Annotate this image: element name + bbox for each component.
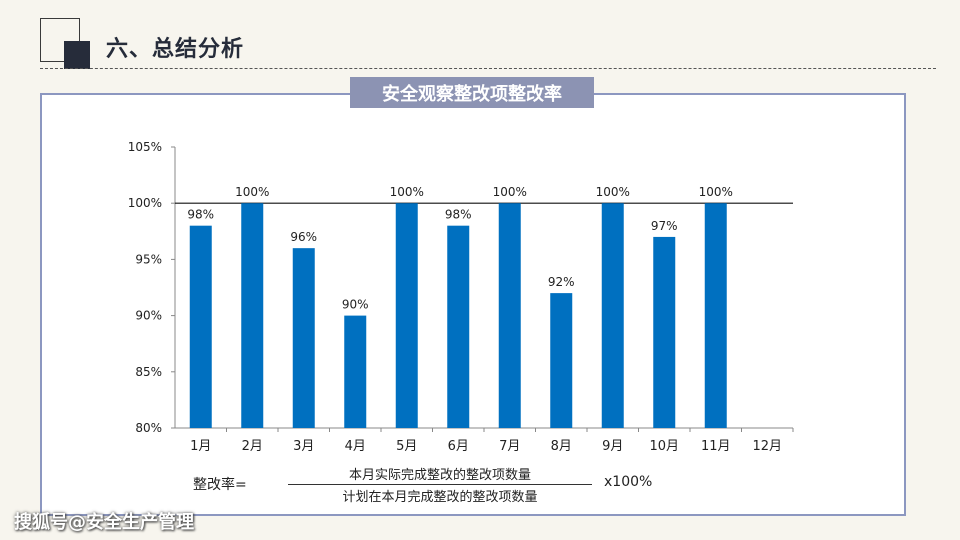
data-label: 96%	[290, 230, 317, 244]
data-label: 100%	[699, 185, 733, 199]
formula-label: 整改率=	[193, 477, 247, 493]
y-tick-label: 100%	[128, 196, 162, 210]
bar	[601, 203, 624, 428]
x-tick-label: 12月	[752, 439, 782, 454]
bar	[292, 248, 315, 428]
formula-multiplier: x100%	[604, 474, 653, 490]
bar	[241, 203, 264, 428]
data-label: 98%	[187, 208, 214, 222]
bar	[653, 236, 676, 428]
x-tick-label: 2月	[242, 439, 263, 454]
chart-panel	[40, 93, 906, 516]
header-divider	[40, 68, 936, 69]
x-tick-label: 7月	[499, 439, 520, 454]
data-label: 90%	[342, 298, 369, 312]
data-label: 98%	[445, 208, 472, 222]
bar	[498, 203, 521, 428]
y-tick-label: 105%	[128, 140, 162, 154]
x-tick-label: 9月	[602, 439, 623, 454]
y-tick-label: 85%	[135, 365, 162, 379]
header-decoration-outline	[40, 18, 80, 62]
bar	[704, 203, 727, 428]
data-label: 100%	[493, 185, 527, 199]
formula-fraction-bar	[288, 484, 592, 485]
data-label: 92%	[548, 275, 575, 289]
bar	[447, 225, 470, 428]
bar	[344, 315, 367, 428]
data-label: 100%	[596, 185, 630, 199]
formula-numerator: 本月实际完成整改的整改项数量	[348, 468, 531, 483]
x-tick-label: 3月	[293, 439, 314, 454]
y-tick-label: 90%	[135, 309, 162, 323]
data-label: 100%	[235, 185, 269, 199]
formula-denominator: 计划在本月完成整改的整改项数量	[342, 490, 538, 505]
y-tick-label: 80%	[135, 421, 162, 435]
x-tick-label: 10月	[649, 439, 679, 454]
x-tick-label: 1月	[190, 439, 211, 454]
watermark: 搜狐号@安全生产管理	[14, 512, 194, 533]
data-label: 100%	[390, 185, 424, 199]
x-tick-label: 4月	[345, 439, 366, 454]
x-tick-label: 6月	[448, 439, 469, 454]
bar	[189, 225, 212, 428]
x-tick-label: 11月	[701, 439, 731, 454]
y-tick-label: 95%	[135, 252, 162, 266]
x-tick-label: 8月	[551, 439, 572, 454]
header-decoration-block	[64, 41, 90, 69]
data-label: 97%	[651, 219, 678, 233]
chart-title: 安全观察整改项整改率	[350, 77, 594, 108]
bar	[395, 203, 418, 428]
x-tick-label: 5月	[396, 439, 417, 454]
bar	[550, 293, 573, 428]
section-title: 六、总结分析	[106, 37, 245, 62]
